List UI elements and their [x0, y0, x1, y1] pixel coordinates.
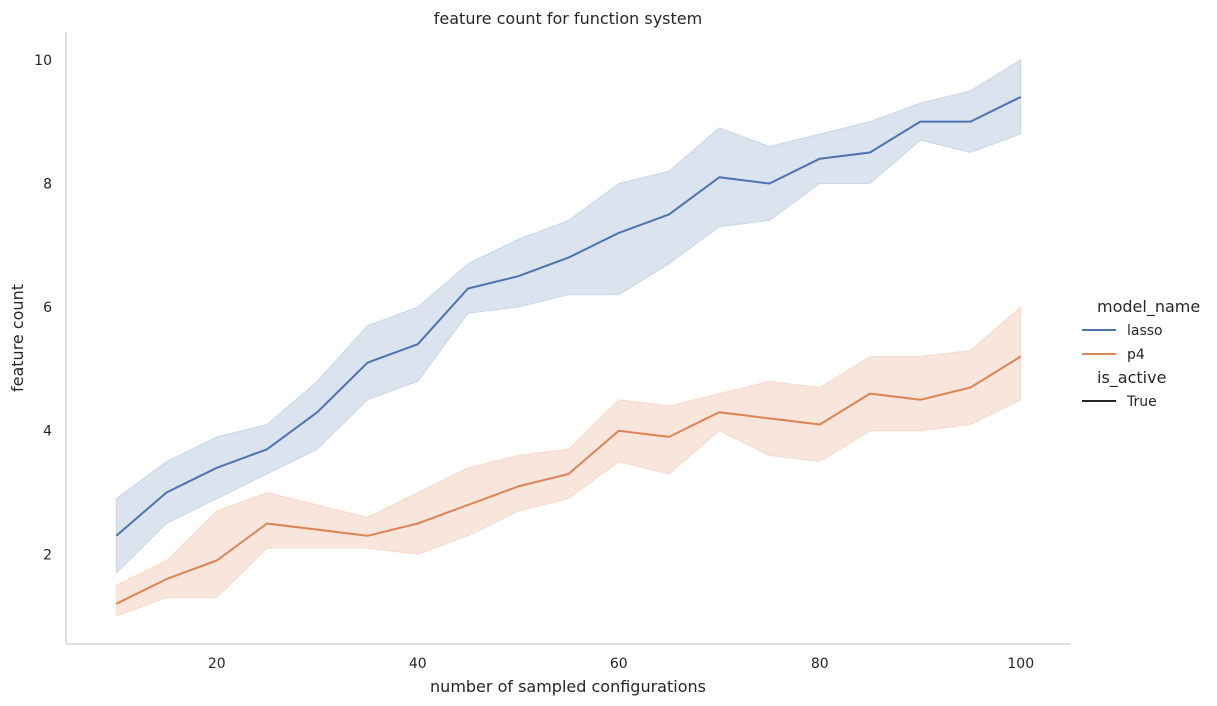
x-tick-labels: 20 40 60 80 100	[208, 656, 1034, 672]
x-tick-label: 60	[610, 656, 628, 672]
confidence-band-lasso	[115, 58, 1022, 575]
x-axis-label: number of sampled configurations	[430, 677, 706, 696]
legend-title-is-active: is_active	[1097, 368, 1166, 388]
y-axis-label: feature count	[8, 284, 27, 392]
legend-label-true: True	[1126, 394, 1157, 410]
axes	[65, 32, 1071, 645]
y-tick-labels: 2 4 6 8 10	[34, 53, 52, 564]
confidence-bands	[115, 58, 1022, 617]
legend-label-p4: p4	[1127, 347, 1145, 363]
series-line-lasso	[115, 96, 1022, 537]
legend-label-lasso: lasso	[1127, 323, 1163, 339]
chart-title: feature count for function system	[434, 9, 702, 28]
y-tick-label: 2	[43, 547, 52, 563]
x-tick-label: 20	[208, 656, 226, 672]
confidence-band-p4	[115, 306, 1022, 617]
legend-title-model-name: model_name	[1097, 297, 1200, 317]
x-tick-label: 100	[1007, 656, 1034, 672]
x-tick-label: 40	[409, 656, 427, 672]
series-line-p4	[115, 355, 1022, 605]
y-tick-label: 6	[43, 300, 52, 316]
y-tick-label: 4	[43, 424, 52, 440]
y-tick-label: 8	[43, 176, 52, 192]
y-tick-label: 10	[34, 53, 52, 69]
series-lines	[115, 96, 1022, 605]
x-tick-label: 80	[811, 656, 829, 672]
